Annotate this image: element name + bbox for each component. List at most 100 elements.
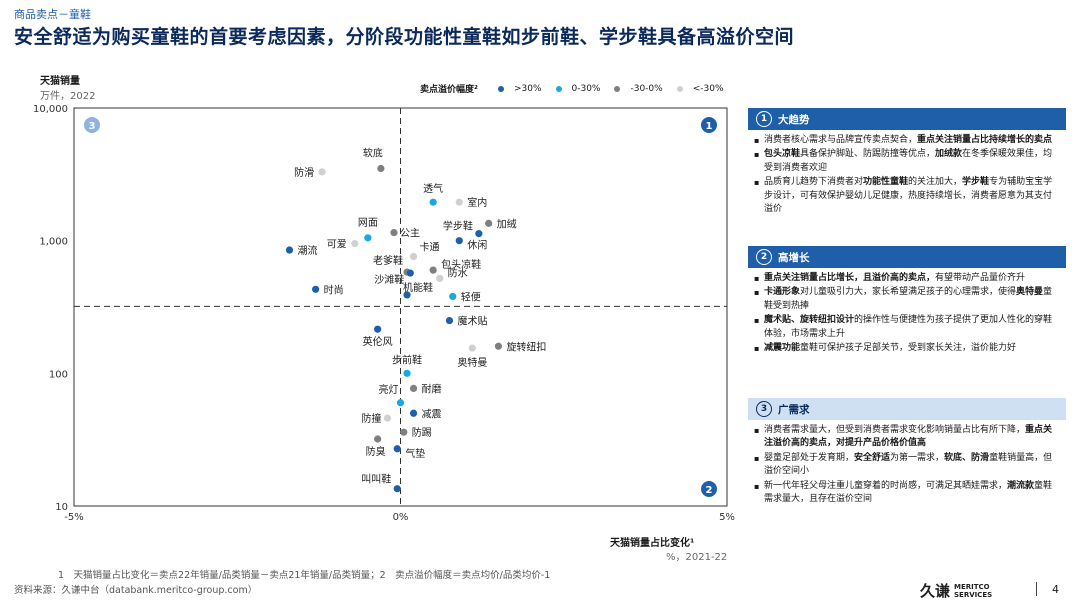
point-label-2: 透气 bbox=[423, 182, 443, 195]
x-tick-label-0: -5% bbox=[64, 512, 83, 523]
point-19 bbox=[445, 316, 454, 325]
legend-label-0: >30% bbox=[513, 83, 542, 94]
point-label-29: 防臭 bbox=[366, 445, 386, 458]
point-label-3: 室内 bbox=[467, 196, 487, 209]
legend-label-1: 0-30% bbox=[571, 83, 601, 94]
point-label-28: 防踢 bbox=[412, 426, 432, 439]
x-tick-label-2: 5% bbox=[719, 512, 735, 523]
point-9 bbox=[285, 246, 294, 254]
y-tick-label-1: 1,000 bbox=[39, 237, 68, 248]
point-22 bbox=[468, 344, 476, 352]
panel-1-bullet-2: 包头凉鞋具备保护脚趾、防踢防撞等优点，加绒款在冬季保暖效果佳，均受到消费者欢迎 bbox=[754, 148, 1060, 175]
panel-2-bullet-4: 减震功能童鞋可保护孩子足部关节，受到家长关注，溢价能力好 bbox=[754, 342, 1060, 356]
point-21 bbox=[494, 342, 503, 350]
point-23 bbox=[403, 369, 411, 377]
point-label-20: 英伦风 bbox=[363, 335, 393, 348]
point-label-13: 包头凉鞋 bbox=[441, 258, 481, 271]
quadrant-badge-1 bbox=[701, 117, 717, 133]
point-label-5: 公主 bbox=[400, 228, 420, 240]
breadcrumb: 商品卖点－童鞋 bbox=[14, 8, 91, 21]
point-label-4: 网面 bbox=[358, 217, 378, 229]
legend-title: 卖点溢价幅度² bbox=[420, 85, 478, 95]
panel-trend-number: 1 bbox=[756, 111, 772, 127]
point-label-11: 卡通 bbox=[420, 240, 440, 253]
panel-demand-bullets: 消费者需求量大，但受到消费者需求变化影响销量占比有所下降，重点关注溢价高的卖点，… bbox=[748, 420, 1066, 509]
source-note: 资料来源：久谦中台（databank.meritco-group.com） bbox=[14, 585, 258, 596]
chart-legend: 卖点溢价幅度² >30% 0-30% -30-0% <-30% bbox=[420, 82, 724, 96]
x-axis-label: 天猫销量占比变化¹ bbox=[610, 538, 695, 549]
point-label-31: 叫叫鞋 bbox=[361, 473, 391, 486]
point-7 bbox=[485, 219, 493, 227]
point-18 bbox=[449, 292, 457, 301]
point-label-1: 防滑 bbox=[294, 166, 314, 179]
point-label-14: 防水 bbox=[448, 266, 468, 279]
point-2 bbox=[429, 198, 437, 206]
point-label-10: 休闲 bbox=[467, 239, 487, 252]
legend-swatch-2 bbox=[614, 85, 621, 92]
point-8 bbox=[351, 240, 359, 248]
point-label-7: 加绒 bbox=[497, 217, 517, 230]
point-label-24: 耐磨 bbox=[422, 382, 442, 395]
quadrant-badge-3 bbox=[84, 117, 100, 133]
panel-trend-bullets: 消费者核心需求与品牌宣传卖点契合，重点关注销量占比持续增长的卖点包头凉鞋具备保护… bbox=[748, 130, 1066, 219]
point-label-6: 学步鞋 bbox=[443, 220, 473, 233]
footnote: 1 天猫销量占比变化＝卖点22年销量/品类销量－卖点21年销量/品类销量；2 卖… bbox=[58, 570, 551, 581]
point-3 bbox=[455, 198, 463, 206]
y-tick-label-0: 10,000 bbox=[33, 104, 68, 115]
legend-label-2: -30-0% bbox=[630, 83, 663, 94]
y-axis-unit: 万件，2022 bbox=[40, 91, 96, 102]
quadrant-badge-label-3: 3 bbox=[89, 121, 96, 132]
point-6 bbox=[475, 230, 483, 238]
panel-3-bullet-2: 婴童足部处于发育期，安全舒适为第一需求，软底、防滑童鞋销量高，但溢价空间小 bbox=[754, 452, 1060, 479]
point-label-16: 时尚 bbox=[324, 283, 344, 296]
point-label-17: 机能鞋 bbox=[403, 281, 433, 294]
y-tick-label-2: 100 bbox=[49, 369, 68, 380]
page-title: 安全舒适为购买童鞋的首要考虑因素，分阶段功能性童鞋如步前鞋、学步鞋具备高溢价空间 bbox=[14, 26, 795, 48]
point-label-19: 魔术贴 bbox=[457, 315, 487, 328]
point-1 bbox=[318, 168, 326, 176]
point-20 bbox=[374, 325, 382, 333]
point-17 bbox=[403, 291, 411, 299]
point-25 bbox=[396, 399, 405, 407]
point-label-22: 奥特曼 bbox=[457, 356, 487, 369]
panel-growth: 2 高增长 重点关注销量占比增长，且溢价高的卖点，有望带动产品量价齐升卡通形象对儿… bbox=[748, 246, 1066, 358]
panel-growth-number: 2 bbox=[756, 249, 772, 265]
point-28 bbox=[400, 428, 408, 436]
panel-demand-title: 广需求 bbox=[778, 403, 810, 416]
point-14 bbox=[436, 274, 444, 282]
x-axis-unit: %，2021-22 bbox=[666, 552, 728, 563]
legend-swatch-0 bbox=[497, 85, 504, 92]
panel-growth-title: 高增长 bbox=[778, 251, 810, 264]
point-label-26: 减震 bbox=[422, 408, 442, 420]
meritco-logo: 久谦 MERITCO SERVICES bbox=[920, 580, 992, 601]
panel-2-bullet-2: 卡通形象对儿童吸引力大，家长希望满足孩子的心理需求，使得奥特曼童鞋受到热捧 bbox=[754, 286, 1060, 313]
point-30 bbox=[393, 445, 401, 453]
panel-3-bullet-3: 新一代年轻父母注重儿童穿着的时尚感，可满足其晒娃需求，潮流款童鞋需求量大，且存在… bbox=[754, 480, 1060, 507]
panel-demand-header: 3 广需求 bbox=[748, 398, 1066, 420]
logo-zh: 久谦 bbox=[920, 582, 951, 600]
point-15 bbox=[406, 269, 414, 277]
point-label-23: 步前鞋 bbox=[392, 353, 422, 366]
panel-trend-header: 1 大趋势 bbox=[748, 108, 1066, 130]
panel-trend-title: 大趋势 bbox=[778, 113, 810, 126]
page-divider bbox=[1036, 582, 1037, 596]
point-27 bbox=[383, 414, 392, 422]
point-26 bbox=[409, 409, 418, 417]
panel-growth-header: 2 高增长 bbox=[748, 246, 1066, 268]
panel-3-bullet-1: 消费者需求量大，但受到消费者需求变化影响销量占比有所下降，重点关注溢价高的卖点，… bbox=[754, 424, 1060, 451]
panel-trend: 1 大趋势 消费者核心需求与品牌宣传卖点契合，重点关注销量占比持续增长的卖点包头凉… bbox=[748, 108, 1066, 219]
legend-swatch-1 bbox=[555, 85, 562, 92]
point-4 bbox=[364, 234, 372, 242]
point-label-9: 潮流 bbox=[297, 244, 317, 257]
y-axis-label: 天猫销量 bbox=[40, 76, 80, 87]
legend-label-3: <-30% bbox=[692, 83, 724, 94]
point-29 bbox=[374, 435, 382, 443]
point-11 bbox=[409, 252, 418, 261]
point-24 bbox=[409, 384, 418, 392]
point-label-27: 防撞 bbox=[361, 412, 381, 425]
x-tick-label-1: 0% bbox=[393, 512, 409, 523]
panel-2-bullet-3: 魔术贴、旋转纽扣设计的操作性与便捷性为孩子提供了更加人性化的穿鞋体验，市场需求上… bbox=[754, 314, 1060, 341]
point-label-8: 可爱 bbox=[327, 238, 347, 251]
point-13 bbox=[429, 266, 437, 274]
